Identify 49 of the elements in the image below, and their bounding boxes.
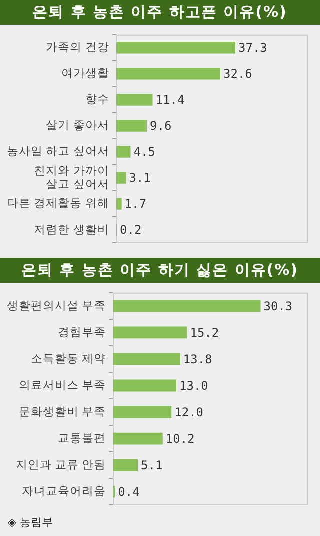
data-label: 1.7 <box>124 197 147 212</box>
data-label: 4.5 <box>134 145 156 160</box>
chart-title: 은퇴 후 농촌 이주 하기 싫은 이유(%) <box>0 258 320 283</box>
bar <box>116 42 236 54</box>
y-tick-label: 지인과 교류 안됨 <box>16 459 106 472</box>
data-label: 11.4 <box>156 93 185 108</box>
y-tick-label: 향수 <box>85 94 110 106</box>
data-label: 0.4 <box>118 484 140 499</box>
y-tick-label: 자녀교육어려움 <box>22 486 106 498</box>
y-tick-label: 다른 경제활동 위해 <box>7 198 110 210</box>
y-tick-label: 가족의 건강 <box>46 42 110 54</box>
bar <box>116 120 148 132</box>
y-tick-label: 농사일 하고 싶어서 <box>7 146 110 158</box>
bar <box>113 406 172 418</box>
data-label: 32.6 <box>224 67 252 82</box>
bar <box>113 432 163 445</box>
data-label: 9.6 <box>150 119 172 134</box>
y-tick-label: 문화생활비 부족 <box>18 406 106 418</box>
bar <box>116 146 131 158</box>
y-tick-label: 여가생활 <box>61 68 110 80</box>
bar <box>113 353 180 366</box>
y-tick-label: 경험부족 <box>58 326 106 339</box>
data-label: 3.1 <box>129 171 151 186</box>
chart-title: 은퇴 후 농촌 이주 하고픈 이유(%) <box>0 0 320 25</box>
bar <box>113 459 138 472</box>
y-tick-label: 살기 좋아서 <box>46 120 110 132</box>
bar <box>116 94 153 106</box>
data-label: 0.2 <box>120 223 142 238</box>
y-tick-label: 교통불편 <box>58 432 106 445</box>
data-label: 13.0 <box>180 378 208 393</box>
y-tick-label: 친지와 가까이 살고 싶어서 <box>34 165 110 192</box>
data-label: 30.3 <box>264 299 293 314</box>
y-tick-label: 소득활동 제약 <box>30 353 106 366</box>
data-label: 10.2 <box>166 432 195 446</box>
data-label: 37.3 <box>238 41 268 56</box>
bar <box>113 326 188 339</box>
data-label: 13.8 <box>183 352 212 366</box>
data-label: 12.0 <box>174 405 204 420</box>
data-label: 5.1 <box>141 458 163 472</box>
y-tick-label: 저렴한 생활비 <box>34 224 110 236</box>
data-label: 15.2 <box>190 326 220 340</box>
y-tick-label: 생활편의시설 부족 <box>6 300 106 312</box>
bar <box>116 198 122 210</box>
y-tick-label: 의료서비스 부족 <box>18 380 106 392</box>
bar <box>116 68 220 80</box>
bar <box>116 172 126 184</box>
bar <box>113 300 261 312</box>
text: ◈ 농림부 <box>7 515 54 529</box>
bar <box>113 380 177 392</box>
